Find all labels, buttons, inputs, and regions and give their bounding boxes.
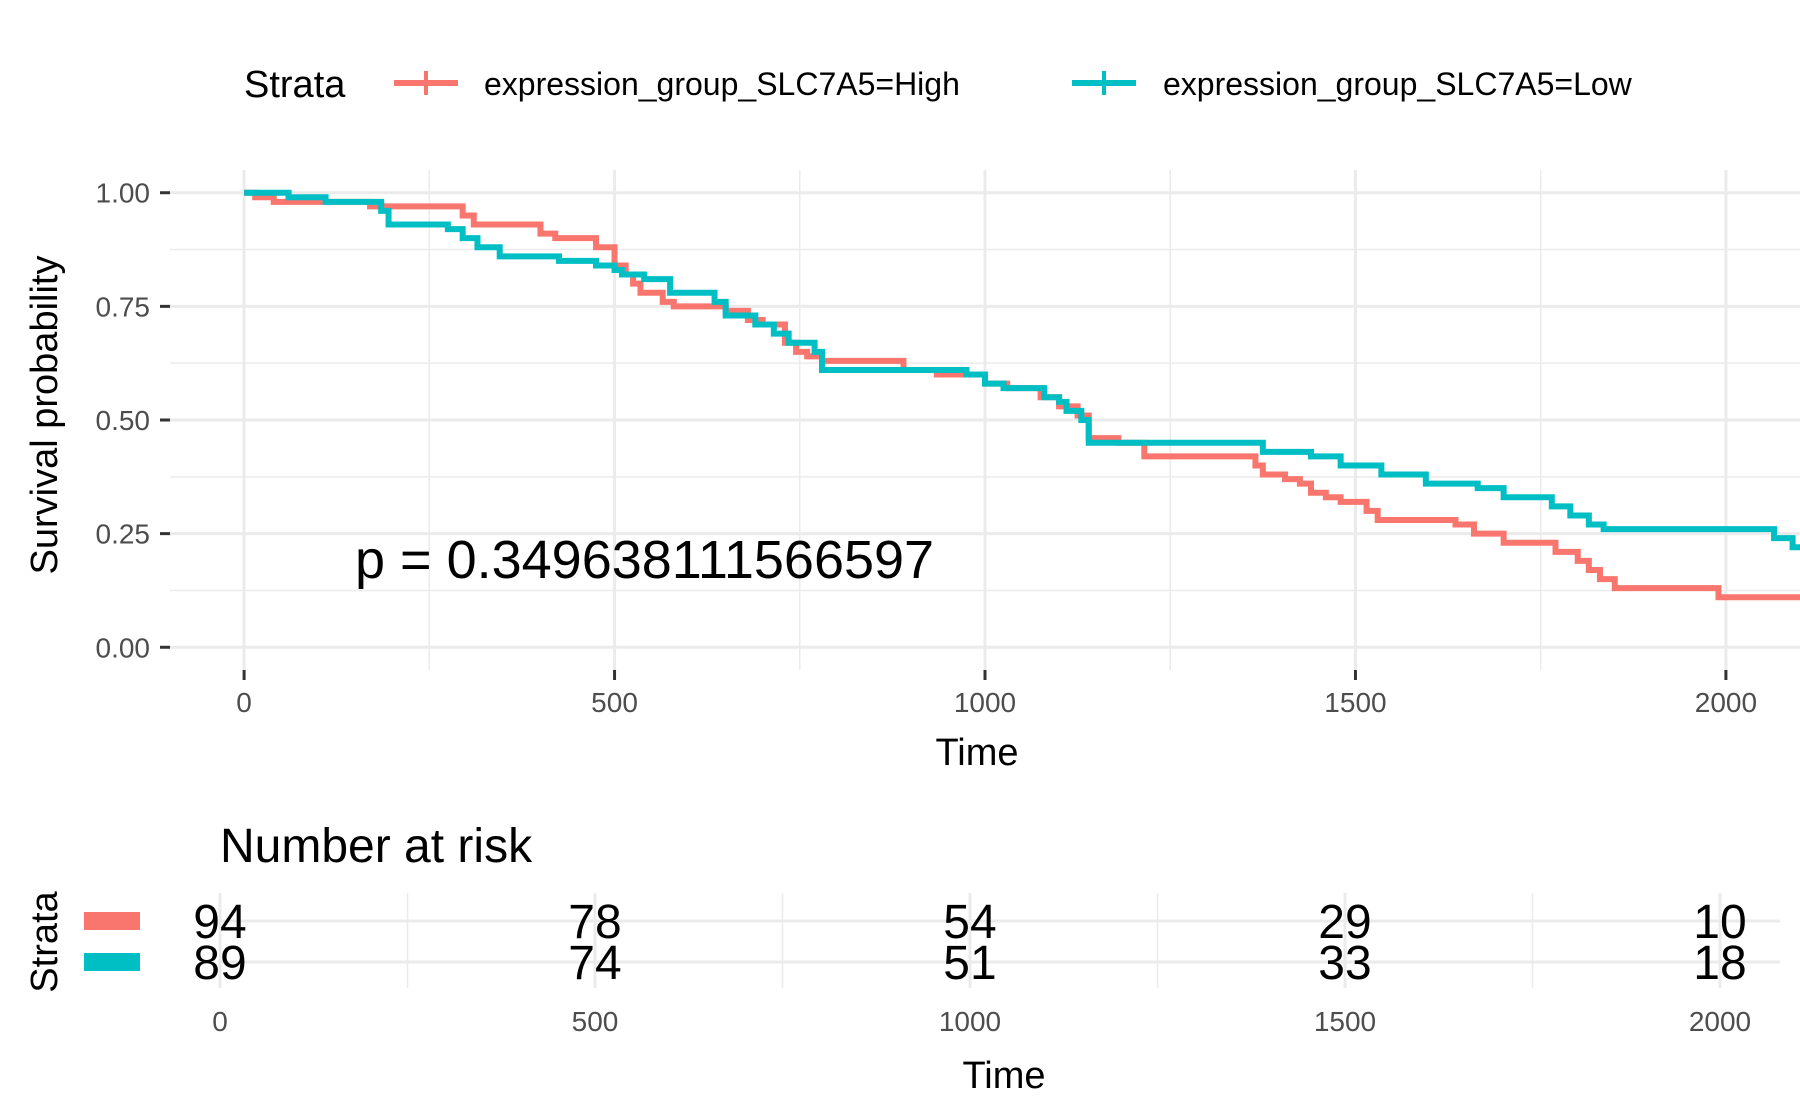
risk-x-axis-title: Time [962, 1055, 1045, 1097]
risk-x-tick-label: 2000 [1689, 1006, 1751, 1037]
y-tick-label: 0.00 [96, 632, 151, 663]
x-tick-label: 1500 [1324, 687, 1386, 718]
y-axis-ticks: 0.00 0.25 0.50 0.75 1.00 [96, 178, 170, 663]
risk-x-tick-label: 0 [212, 1006, 228, 1037]
risk-strata-key-low [84, 953, 140, 971]
risk-table-title: Number at risk [220, 820, 533, 873]
risk-value: 78 [568, 896, 621, 949]
risk-value: 74 [568, 937, 621, 990]
risk-value: 54 [943, 896, 996, 949]
x-tick-label: 0 [236, 687, 252, 718]
curve-low [244, 189, 1800, 551]
risk-y-axis-title: Strata [24, 890, 66, 992]
x-tick-label: 500 [591, 687, 638, 718]
risk-value: 33 [1318, 937, 1371, 990]
p-value-annotation: p = 0.349638111566597 [355, 530, 934, 590]
risk-x-tick-label: 500 [572, 1006, 619, 1037]
survival-curves [244, 189, 1800, 601]
risk-values: 94 78 54 29 10 89 74 51 33 18 [193, 896, 1746, 990]
y-tick-label: 0.25 [96, 519, 151, 550]
legend-entry-high: expression_group_SLC7A5=High [394, 66, 960, 102]
risk-x-axis-ticks: 0 500 1000 1500 2000 [212, 1006, 1751, 1037]
legend-label-low: expression_group_SLC7A5=Low [1163, 66, 1633, 102]
y-axis-title: Survival probability [24, 256, 66, 575]
risk-x-tick-label: 1500 [1314, 1006, 1376, 1037]
legend-title: Strata [244, 64, 346, 106]
risk-value: 10 [1693, 896, 1746, 949]
y-tick-label: 0.50 [96, 405, 151, 436]
legend-label-high: expression_group_SLC7A5=High [484, 66, 960, 102]
risk-strata-key-high [84, 912, 140, 930]
x-axis-title: Time [935, 732, 1018, 774]
risk-value: 18 [1693, 937, 1746, 990]
risk-table: Number at risk 94 78 54 29 10 89 74 51 33 18 0 500… [24, 820, 1780, 1097]
risk-value: 94 [193, 896, 246, 949]
legend: Strata expression_group_SLC7A5=High expr… [244, 64, 1633, 106]
legend-entry-low: expression_group_SLC7A5=Low [1072, 66, 1633, 102]
main-grid [170, 170, 1800, 670]
survival-plot: 0.00 0.25 0.50 0.75 1.00 0 500 1000 1500 2000 p … [24, 170, 1800, 774]
risk-x-tick-label: 1000 [939, 1006, 1001, 1037]
x-tick-label: 1000 [954, 687, 1016, 718]
y-tick-label: 0.75 [96, 291, 151, 322]
x-axis-ticks: 0 500 1000 1500 2000 [236, 670, 1757, 718]
risk-grid [218, 893, 1780, 988]
risk-value: 89 [193, 937, 246, 990]
risk-value: 51 [943, 937, 996, 990]
x-tick-label: 2000 [1695, 687, 1757, 718]
y-tick-label: 1.00 [96, 178, 151, 209]
risk-value: 29 [1318, 896, 1371, 949]
